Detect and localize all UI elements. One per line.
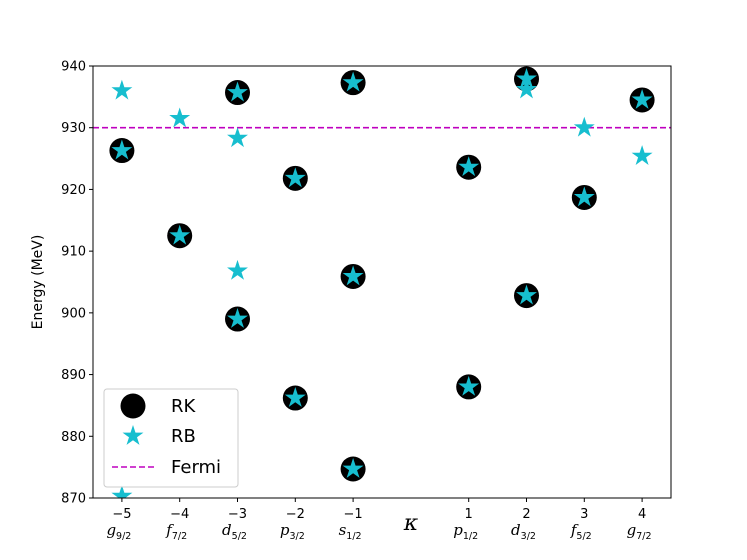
rb-point [631,88,653,109]
rb-point [227,259,248,280]
rb-point [342,265,364,286]
rb-point [111,79,133,100]
x-tick-label: −1 [344,507,363,522]
x-tick-label: 3 [580,507,588,522]
x-tick-orbital-label: g7/2 [627,521,652,542]
x-tick-label: −2 [286,507,305,522]
x-tick-orbital-label: d5/2 [222,521,247,542]
x-axis-label: κ [403,511,419,536]
y-tick-label: 870 [61,492,86,507]
legend-label: Fermi [171,457,221,478]
x-tick-label: 1 [465,507,473,522]
y-axis-label: Energy (MeV) [30,235,46,330]
marks-layer [93,66,671,498]
rb-point [573,186,595,207]
legend: RK RB Fermi [103,388,239,488]
x-tick-orbital-label: g9/2 [106,521,131,542]
y-tick-label: 930 [61,121,86,136]
y-tick-label: 890 [61,368,86,383]
x-axis: −5g9/2 −4f7/2 −3d5/2 −2p3/2 −1s1/2 1p1/2 2d3/2… [106,498,652,542]
x-tick-orbital-label: p3/2 [280,521,305,542]
rb-point [631,145,653,165]
legend-label: RK [171,396,197,417]
rb-point [516,78,537,99]
rb-point [516,67,537,88]
rb-point [342,71,364,92]
x-tick-orbital-label: d3/2 [511,521,536,542]
legend-marker-rb [122,425,144,445]
plot-frame [92,65,672,499]
rb-point [458,375,480,396]
legend-marker-rk [120,393,146,419]
y-tick-label: 940 [61,60,86,75]
y-tick-label: 910 [61,245,86,260]
rb-point [342,457,364,478]
y-tick-label: 920 [61,183,86,198]
x-tick-orbital-label: f5/2 [570,521,592,542]
y-tick-label: 900 [61,306,86,321]
x-tick-label: 2 [522,507,530,522]
x-tick-label: −4 [170,507,189,522]
x-tick-label: −5 [112,507,131,522]
rb-point [169,107,191,128]
rb-point [516,284,537,305]
rb-point [227,81,248,102]
rb-point [111,485,133,498]
x-tick-label: 4 [638,507,646,522]
rb-point [458,156,480,177]
rb-point [573,116,595,137]
rb-point [284,387,306,407]
rb-point [227,127,248,148]
rb-point [111,139,133,160]
x-tick-orbital-label: p1/2 [453,521,478,542]
x-tick-orbital-label: f7/2 [165,521,187,542]
rb-point [284,167,306,188]
rb-point [169,224,191,245]
y-tick-label: 880 [61,430,86,445]
y-axis: 870 880 890 900 910 920 930 940 [61,60,93,507]
rb-point [227,308,248,328]
x-tick-orbital-label: s1/2 [339,521,362,542]
x-tick-label: −3 [228,507,247,522]
legend-label: RB [171,426,196,447]
